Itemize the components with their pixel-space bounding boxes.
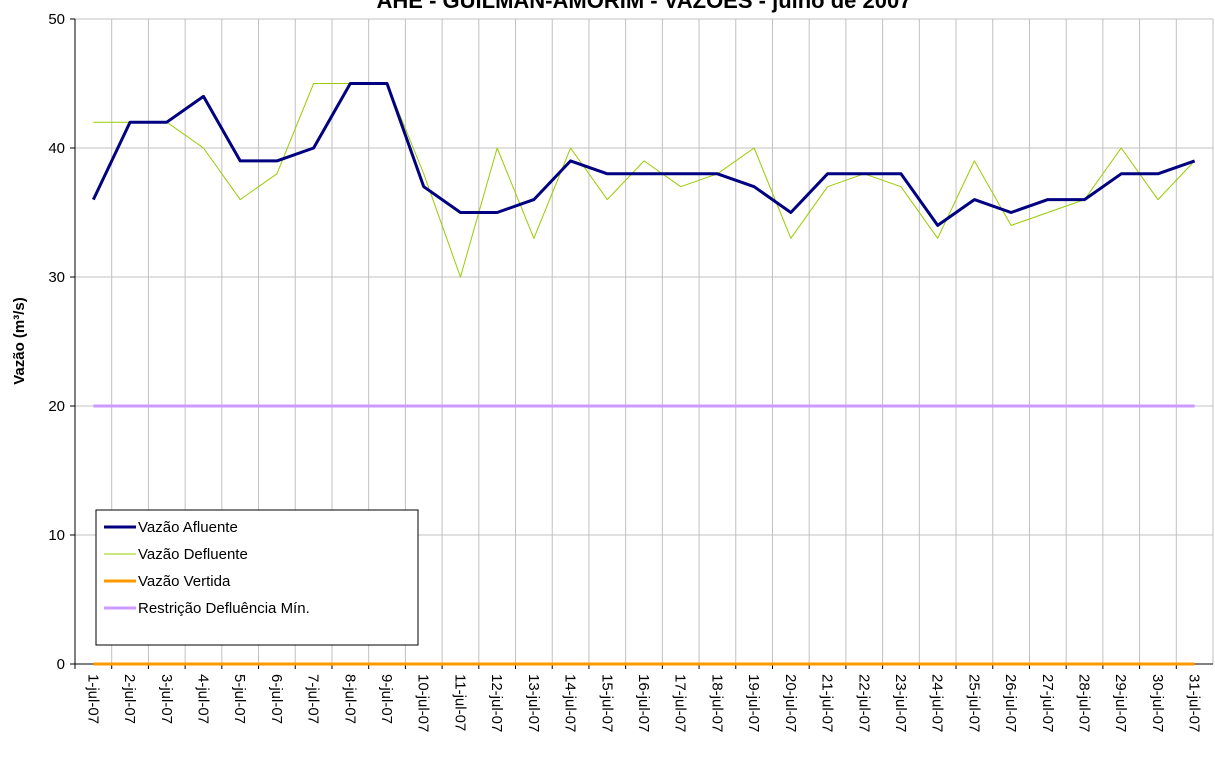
x-tick-label: 4-jul-07 bbox=[194, 674, 211, 724]
x-tick-label: 29-jul-07 bbox=[1112, 674, 1129, 732]
x-tick-label: 18-jul-07 bbox=[708, 674, 725, 732]
x-tick-label: 6-jul-07 bbox=[268, 674, 285, 724]
y-axis-label: Vazão (m³/s) bbox=[11, 297, 28, 385]
x-tick-label: 21-jul-07 bbox=[819, 674, 836, 732]
y-tick-label: 0 bbox=[57, 656, 65, 673]
x-tick-label: 11-jul-07 bbox=[451, 674, 468, 731]
legend-label: Vazão Afluente bbox=[138, 519, 238, 536]
x-tick-label: 12-jul-07 bbox=[488, 674, 505, 732]
x-tick-label: 20-jul-07 bbox=[782, 674, 799, 732]
legend-label: Vazão Vertida bbox=[138, 573, 231, 590]
x-tick-label: 19-jul-07 bbox=[745, 674, 762, 732]
x-tick-label: 8-jul-07 bbox=[341, 674, 358, 724]
x-tick-label: 16-jul-07 bbox=[635, 674, 652, 732]
x-tick-label: 9-jul-07 bbox=[378, 674, 395, 724]
x-tick-label: 26-jul-07 bbox=[1002, 674, 1019, 732]
x-tick-label: 14-jul-07 bbox=[562, 674, 579, 732]
x-tick-label: 2-jul-07 bbox=[121, 674, 138, 724]
x-tick-label: 1-jul-07 bbox=[84, 674, 101, 724]
x-tick-label: 25-jul-07 bbox=[965, 674, 982, 732]
chart-title: AHE - GUILMAN-AMORIM - VAZÕES - julho de… bbox=[377, 0, 912, 13]
series-line bbox=[91, 82, 1196, 227]
legend-label: Vazão Defluente bbox=[138, 546, 248, 563]
x-tick-label: 17-jul-07 bbox=[672, 674, 689, 732]
x-tick-label: 27-jul-07 bbox=[1039, 674, 1056, 732]
x-tick-label: 7-jul-07 bbox=[305, 674, 322, 724]
y-tick-label: 40 bbox=[48, 140, 65, 157]
y-tick-label: 20 bbox=[48, 398, 65, 415]
x-tick-label: 15-jul-07 bbox=[598, 674, 615, 732]
x-tick-label: 10-jul-07 bbox=[415, 674, 432, 732]
x-tick-label: 24-jul-07 bbox=[929, 674, 946, 732]
y-tick-label: 30 bbox=[48, 269, 65, 286]
x-tick-label: 30-jul-07 bbox=[1149, 674, 1166, 732]
x-tick-label: 22-jul-07 bbox=[855, 674, 872, 732]
x-tick-label: 3-jul-07 bbox=[158, 674, 175, 724]
series-line bbox=[93, 83, 1196, 278]
x-tick-label: 5-jul-07 bbox=[231, 674, 248, 724]
y-tick-label: 10 bbox=[48, 527, 65, 544]
x-tick-label: 31-jul-07 bbox=[1186, 674, 1203, 732]
x-tick-label: 28-jul-07 bbox=[1076, 674, 1093, 732]
legend-box bbox=[95, 509, 419, 646]
y-tick-label: 50 bbox=[48, 11, 65, 28]
x-tick-label: 13-jul-07 bbox=[525, 674, 542, 732]
legend-label: Restrição Defluência Mín. bbox=[138, 600, 310, 617]
x-tick-label: 23-jul-07 bbox=[892, 674, 909, 732]
